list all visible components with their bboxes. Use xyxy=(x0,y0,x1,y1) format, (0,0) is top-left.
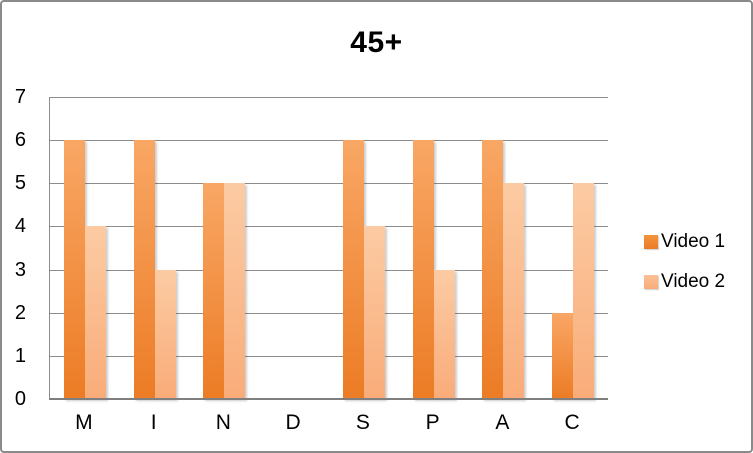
y-tick-label-1: 1 xyxy=(14,344,26,367)
bar-video-1-m xyxy=(63,140,85,399)
gridline-y1 xyxy=(50,355,608,357)
bar-video-1-a xyxy=(482,140,504,399)
gridline-y5 xyxy=(50,183,608,185)
gridline-y4 xyxy=(50,226,608,228)
bar-video-2-p xyxy=(433,269,455,399)
legend-label: Video 1 xyxy=(661,231,726,252)
gridline-y7 xyxy=(50,97,608,98)
bar-video-1-s xyxy=(342,140,364,399)
bar-video-1-c xyxy=(552,312,574,399)
bar-video-2-n xyxy=(224,183,246,399)
x-tick-label-m: M xyxy=(75,411,93,434)
y-tick-label-4: 4 xyxy=(14,215,26,238)
x-tick-label-c: C xyxy=(564,411,580,434)
y-tick-label-2: 2 xyxy=(14,301,26,324)
x-tick-label-p: P xyxy=(425,411,440,434)
y-tick-label-6: 6 xyxy=(14,129,26,152)
x-tick-label-d: D xyxy=(285,411,301,434)
x-axis-line xyxy=(49,398,608,400)
x-tick-label-n: N xyxy=(215,411,231,434)
y-tick-label-7: 7 xyxy=(14,86,26,108)
bar-video-2-i xyxy=(154,269,176,399)
legend-item-video-2: Video 2 xyxy=(644,269,725,295)
legend-swatch-icon xyxy=(644,275,658,289)
gridline-y6 xyxy=(50,140,608,142)
y-tick-label-3: 3 xyxy=(14,258,26,281)
x-tick-label-s: S xyxy=(355,411,370,434)
bar-video-2-a xyxy=(503,183,525,399)
legend: Video 1 Video 2 xyxy=(644,229,725,309)
gridline-y2 xyxy=(50,312,608,314)
bar-video-2-c xyxy=(573,183,595,399)
y-axis-tick-labels: 0 1 2 3 4 5 6 7 xyxy=(2,87,32,409)
x-tick-label-a: A xyxy=(495,411,510,434)
chart-title: 45+ xyxy=(350,26,403,59)
bar-video-1-n xyxy=(203,183,225,399)
y-tick-label-0: 0 xyxy=(14,388,26,410)
legend-swatch-icon xyxy=(644,235,658,249)
plot-area xyxy=(49,97,608,400)
bar-video-1-p xyxy=(412,140,434,399)
x-tick-label-i: I xyxy=(150,411,157,434)
y-tick-label-5: 5 xyxy=(14,172,26,195)
legend-item-video-1: Video 1 xyxy=(644,229,725,255)
bar-video-1-i xyxy=(133,140,155,399)
bar-video-2-s xyxy=(363,226,385,399)
gridline-y3 xyxy=(50,269,608,271)
bar-video-2-m xyxy=(84,226,106,399)
legend-label: Video 2 xyxy=(661,271,726,292)
